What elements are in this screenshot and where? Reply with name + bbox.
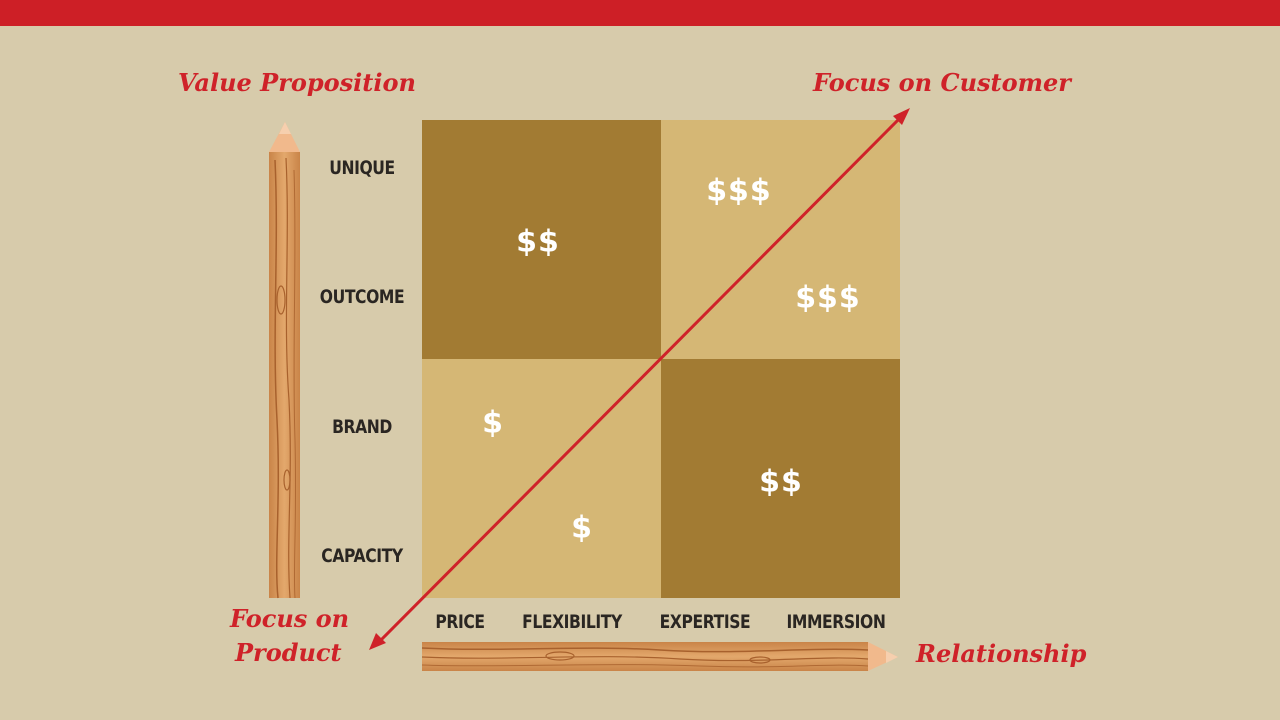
dollar-top-right-1: $$$ [706,173,772,209]
x-level-immersion: IMMERSION [786,611,886,633]
y-level-outcome: OUTCOME [319,286,405,308]
pencil-icon [421,642,898,671]
dollar-top-left: $$ [516,224,560,260]
y-level-brand: BRAND [332,416,392,438]
pencil-icon [269,122,300,599]
x-level-price: PRICE [435,611,485,633]
double-arrow-icon [369,108,910,650]
top-right-label: Focus on Customer [813,68,1071,97]
dollar-bottom-right: $$ [759,464,803,500]
y-level-capacity: CAPACITY [321,545,403,567]
y-axis-title: Value Proposition [178,68,416,97]
bottom-left-label-line1: Focus on [230,604,350,633]
y-level-unique: UNIQUE [329,157,395,179]
dollar-bottom-left-1: $ [482,405,504,441]
top-bar [0,0,1280,26]
dollar-top-right-2: $$$ [795,280,861,316]
bottom-left-label-line2: Product [235,638,342,667]
x-axis-title: Relationship [916,639,1087,668]
dollar-bottom-left-2: $ [571,510,593,546]
x-level-expertise: EXPERTISE [659,611,751,633]
quadrant-top-left [422,120,661,359]
x-level-flexibility: FLEXIBILITY [522,611,622,633]
quadrant-bottom-right [661,359,900,598]
